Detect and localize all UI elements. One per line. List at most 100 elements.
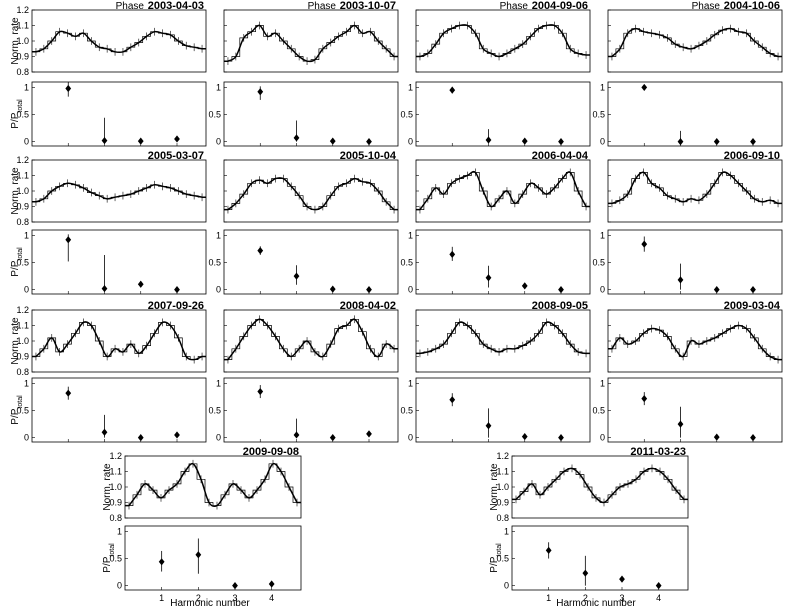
power-diamond-marker	[137, 280, 144, 288]
power-ylabel: P/Ptotal	[10, 395, 24, 425]
power-diamond-marker	[558, 138, 564, 146]
power-diamond-marker	[655, 582, 662, 590]
pulse-ytick-label: 1.1	[16, 321, 29, 331]
power-frame	[607, 377, 783, 443]
pulse-ytick-label: 1.2	[109, 451, 122, 461]
power-ytick-label: 0	[408, 285, 413, 295]
power-diamond-marker	[257, 387, 264, 396]
panel-grid: 0.80.91.01.11.2 2003-04-03Phase00.512003-…	[16, 0, 783, 603]
power-ytick-label: 1	[24, 82, 29, 92]
panel: 2008-09-05 0 0.5 1	[400, 300, 591, 443]
pulse-ylabel: Norm. rate	[10, 317, 21, 365]
panel-date-title: 2011-03-23	[630, 446, 686, 458]
power-ytick-label: 0	[216, 285, 221, 295]
power-ytick-label: 1	[216, 378, 221, 388]
power-diamond-marker	[329, 137, 336, 145]
power-ytick-label: 1	[600, 230, 605, 240]
pulse-fit-curve	[416, 321, 590, 355]
power-ytick-label: 1	[408, 230, 413, 240]
power-frame	[415, 81, 591, 147]
pulse-ytick-label: 1.2	[16, 305, 29, 315]
power-diamond-marker	[101, 428, 108, 436]
power-ytick-label: 0.5	[592, 258, 605, 268]
power-ytick-label: 1	[24, 230, 29, 240]
panel: 2006-09-10 0 0.5 1	[592, 150, 783, 295]
power-diamond-marker	[641, 395, 648, 403]
pulse-fit-curve	[416, 24, 590, 58]
power-ytick-label: 0	[504, 581, 509, 591]
power-diamond-marker	[677, 420, 684, 428]
pulse-ytick-label: 1.1	[496, 467, 509, 477]
power-ytick-label: 0	[408, 137, 413, 147]
power-ytick-label: 0.5	[400, 258, 413, 268]
harmonic-tick-label: 2	[583, 593, 588, 603]
panel: 2005-10-04 0 0.5 1	[208, 150, 399, 295]
pulse-ytick-label: 1.2	[16, 5, 29, 15]
panel-date-title: 2003-10-07	[340, 0, 396, 12]
pulse-ytick-label: 0.8	[496, 513, 509, 523]
power-diamond-marker	[257, 247, 264, 255]
power-ylabel-sub: total	[496, 543, 503, 557]
pulse-frame	[223, 159, 399, 223]
phase-label: Phase	[308, 1, 337, 12]
pulse-ytick-label: 0.9	[496, 498, 509, 508]
power-ylabel-set: P/Ptotal P/Ptotal P/Ptotal P/Ptotal P/Pt…	[10, 99, 503, 573]
pulse-ylabel-set: Norm. rate Norm. rate Norm. rate Norm. r…	[10, 17, 500, 511]
power-ylabel: P/Ptotal	[102, 543, 116, 573]
panel-date-title: 2008-09-05	[532, 300, 588, 312]
pulse-frame	[511, 455, 689, 519]
power-diamond-marker	[101, 284, 108, 293]
power-ytick-label: 0.5	[109, 554, 122, 564]
pulse-ytick-label: 0.8	[109, 513, 122, 523]
power-ytick-label: 0.5	[400, 110, 413, 120]
power-ylabel: P/Ptotal	[489, 543, 503, 573]
panel: 0.8 0.9 1.0 1.1 1.2 2005-03-07 0 0.5 1	[16, 150, 207, 295]
power-diamond-marker	[257, 88, 264, 96]
pulse-ylabel: Norm. rate	[10, 17, 21, 65]
panel-date-title: 2006-04-04	[532, 150, 589, 162]
panel: 2009-03-04 0 0.5 1	[592, 300, 783, 443]
power-ytick-label: 1	[117, 526, 122, 536]
power-ytick-label: 0.5	[16, 258, 29, 268]
power-ytick-label: 0.5	[16, 110, 29, 120]
power-diamond-marker	[619, 575, 625, 583]
power-ytick-label: 0.5	[208, 258, 221, 268]
pulse-fit-curve	[224, 177, 398, 211]
power-ytick-label: 0	[600, 433, 605, 443]
pulse-frame	[124, 455, 302, 519]
power-diamond-marker	[750, 434, 756, 442]
power-diamond-marker	[449, 86, 456, 94]
panel-date-title: 2009-09-08	[243, 446, 299, 458]
power-diamond-marker	[713, 286, 720, 294]
power-diamond-marker	[485, 136, 492, 144]
power-ytick-label: 0	[216, 433, 221, 443]
pulse-ytick-label: 0.9	[16, 352, 29, 362]
power-diamond-marker	[641, 83, 648, 92]
pulse-ytick-label: 1.0	[109, 482, 122, 492]
power-frame	[124, 525, 302, 591]
power-diamond-marker	[366, 430, 372, 438]
pulse-fit-curve	[512, 467, 688, 504]
power-ytick-label: 0	[216, 137, 221, 147]
power-frame	[415, 229, 591, 295]
power-diamond-marker	[65, 236, 72, 244]
power-ytick-label: 0	[600, 137, 605, 147]
pulse-ylabel: Norm. rate	[102, 463, 113, 511]
panel: 0.8 0.9 1.0 1.1 1.2 2009-09-08 0 0.5 1 1 2 3 4	[109, 446, 302, 603]
power-ytick-label: 0	[408, 433, 413, 443]
panel-date-title: 2008-04-02	[340, 300, 396, 312]
pulse-histogram	[608, 172, 782, 204]
power-diamond-marker	[366, 286, 372, 294]
power-diamond-marker	[750, 138, 756, 146]
pulse-ytick-label: 0.9	[109, 498, 122, 508]
pulse-ytick-label: 1.0	[16, 36, 29, 46]
pulse-histogram	[32, 182, 206, 203]
pulse-ytick-label: 0.8	[16, 217, 29, 227]
panel-date-title: 2005-10-04	[340, 150, 397, 162]
power-diamond-marker	[750, 286, 756, 294]
panel: 2006-04-04 0 0.5 1	[400, 150, 591, 295]
